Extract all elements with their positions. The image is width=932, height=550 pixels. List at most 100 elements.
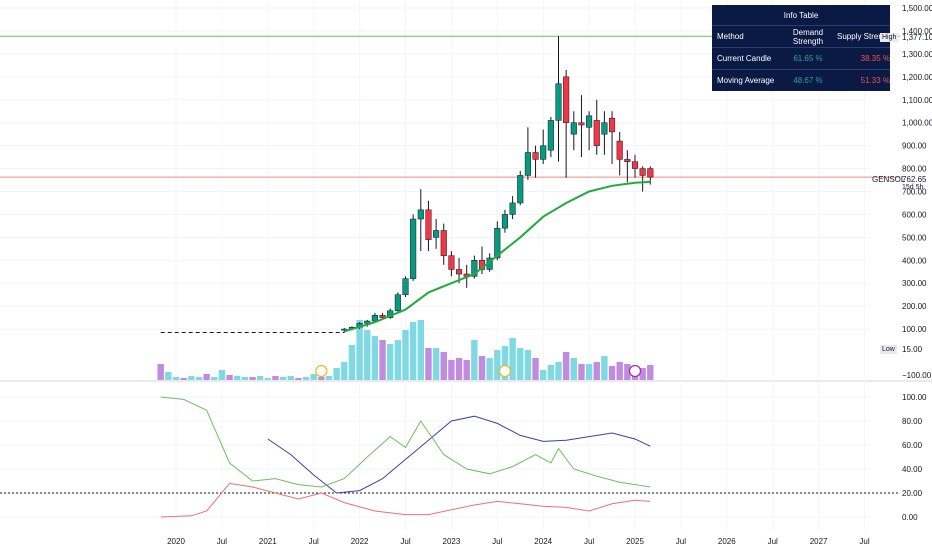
price-tick-label: 500.00 [902, 233, 927, 242]
volume-bar [279, 377, 287, 380]
candle-body [509, 202, 516, 215]
low-tag: Low [880, 345, 897, 354]
row-demand-value: 48.67 % [793, 76, 823, 85]
volume-bar [379, 340, 386, 380]
last-price: 762.65 [902, 175, 927, 184]
candle-body [532, 152, 539, 160]
candle-body [639, 168, 646, 176]
price-tick-label: 1,100.00 [902, 96, 932, 105]
time-tick-label: 2023 [443, 537, 461, 546]
volume-bar [302, 377, 310, 380]
time-tick-label: 2027 [810, 537, 828, 546]
osc-line-green [160, 396, 651, 488]
osc-tick-label: 80.00 [902, 417, 923, 426]
event-icon [628, 364, 642, 378]
price-tick-label: 100.00 [902, 325, 927, 334]
volume-bar [509, 338, 516, 380]
volume-bar [364, 330, 371, 380]
volume-bar [264, 378, 271, 380]
candle-body [601, 122, 608, 135]
row-method: Current Candle [717, 54, 772, 63]
candle-body [631, 161, 639, 169]
grid-lines [0, 7, 932, 518]
volume-bar [371, 336, 379, 380]
osc-line-blue [267, 415, 651, 494]
volume-bar [455, 358, 463, 380]
volume-bar [165, 372, 172, 380]
osc-tick-label: 100.00 [902, 393, 927, 402]
volume-bar [180, 378, 187, 380]
volume-bar [501, 346, 509, 380]
info-table-row: Current Candle 61.65 % 38.35 % [712, 48, 890, 70]
volume-bar [494, 350, 501, 380]
candle-body [570, 122, 577, 135]
header-method: Method [717, 32, 744, 41]
volume-bar [402, 330, 409, 380]
volume-bar [195, 377, 203, 380]
candle-body [394, 294, 401, 311]
time-tick-label: Jul [768, 537, 778, 546]
volume-bar [211, 377, 218, 380]
candle-body [417, 209, 424, 220]
volume-bar [310, 374, 317, 380]
volume-bar [562, 352, 570, 380]
time-tick-label: 2022 [351, 537, 369, 546]
volume-bar [578, 364, 585, 380]
candle-body [578, 122, 585, 126]
price-tick-label: 200.00 [902, 302, 927, 311]
volume-bar [287, 376, 294, 380]
volume-bar [417, 320, 424, 380]
candle-body [440, 230, 447, 256]
oscillator-pane [0, 396, 900, 518]
time-tick-label: Jul [217, 537, 227, 546]
price-tick-label: 1,500.00 [902, 4, 932, 13]
volume-bar [616, 362, 623, 380]
time-tick-label: Jul [492, 537, 502, 546]
event-icon [315, 364, 328, 378]
volume-bar [593, 362, 600, 380]
price-tick-label: −100.00 [902, 371, 932, 380]
volume-bar [218, 370, 226, 380]
time-tick-label: Jul [400, 537, 410, 546]
candle-body [563, 76, 570, 123]
volume-bar [448, 360, 455, 380]
candle-body [448, 255, 455, 270]
info-table-header: Method Demand Strength Supply Strength [712, 26, 890, 48]
osc-tick-label: 40.00 [902, 465, 923, 474]
price-tick-label: 600.00 [902, 210, 927, 219]
candle-body [501, 214, 508, 229]
bar-countdown: 15d 5h [902, 184, 924, 191]
volume-bar [608, 366, 616, 380]
volume-bar [387, 344, 394, 380]
candle-body [609, 117, 616, 133]
price-tick-label: 1,400.00 [902, 27, 932, 36]
volume-bar [639, 368, 646, 380]
time-tick-label: 2025 [626, 537, 644, 546]
time-axis[interactable]: 2020 Jul 2021 Jul 2022 Jul 2023 Jul 2024 Jul 2025 J… [167, 537, 870, 546]
candle-body [364, 320, 371, 324]
candle-body [616, 140, 623, 160]
volume-bar [547, 365, 555, 380]
volume-bar [624, 364, 631, 380]
price-series [0, 35, 900, 378]
volume-bar [463, 360, 470, 380]
osc-tick-label: 20.00 [902, 489, 923, 498]
volume-bar [440, 352, 447, 380]
high-tag: High [880, 33, 899, 42]
event-icon [498, 364, 512, 378]
candle-body [647, 168, 654, 178]
row-demand-value: 61.65 % [793, 54, 823, 63]
osc-tick-label: 60.00 [902, 441, 923, 450]
high-value: 1,377.10 [902, 33, 932, 42]
candle-body [494, 227, 501, 259]
volume-bar [394, 340, 402, 380]
time-tick-label: Jul [859, 537, 869, 546]
candle-body [425, 209, 432, 240]
volume-bar [555, 362, 562, 380]
price-axis[interactable]: 1,500.00 1,400.00 1,300.00 1,200.00 1,100.00… [902, 4, 932, 522]
candle-body [456, 269, 463, 275]
volume-bar [356, 320, 363, 380]
price-tick-label: 400.00 [902, 256, 927, 265]
time-tick-label: 2026 [718, 537, 736, 546]
